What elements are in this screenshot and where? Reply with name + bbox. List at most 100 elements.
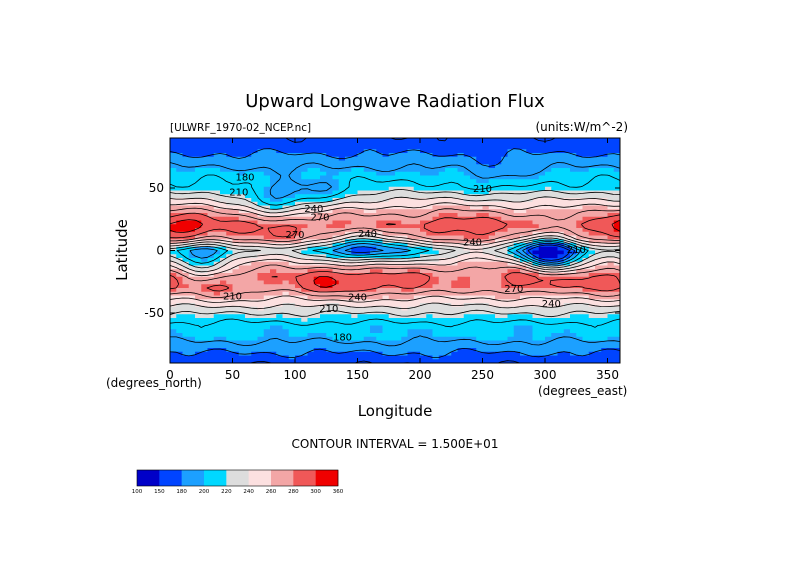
heat-cell: [470, 258, 477, 263]
heat-cell: [588, 295, 596, 300]
heat-cell: [576, 336, 583, 341]
heat-cell: [176, 284, 183, 289]
heat-cell: [451, 299, 458, 304]
heat-cell: [438, 198, 446, 203]
heat-cell: [563, 149, 571, 154]
heat-cell: [420, 355, 427, 360]
heat-cell: [563, 291, 571, 296]
heat-cell: [320, 273, 327, 278]
heat-cell: [551, 164, 558, 169]
heat-cell: [482, 175, 490, 180]
heat-cell: [551, 209, 558, 214]
heat-cell: [288, 190, 296, 195]
heat-cell: [457, 224, 465, 229]
heat-cell: [382, 273, 390, 278]
heat-cell: [463, 190, 471, 195]
heat-cell: [226, 276, 233, 281]
heat-cell: [532, 153, 540, 158]
heat-cell: [332, 164, 340, 169]
heat-cell: [557, 201, 565, 206]
heat-cell: [363, 228, 371, 233]
heat-cell: [582, 351, 590, 356]
heat-cell: [376, 141, 383, 146]
colorbar-level-label: 220: [221, 489, 232, 495]
heat-cell: [332, 340, 340, 345]
heat-cell: [388, 265, 396, 270]
heat-cell: [463, 336, 471, 341]
heat-cell: [326, 340, 333, 345]
heat-cell: [401, 239, 408, 244]
heat-cell: [276, 160, 283, 165]
heat-cell: [457, 325, 465, 330]
heat-cell: [176, 164, 183, 169]
heat-cell: [520, 325, 527, 330]
heat-cell: [357, 216, 365, 221]
heat-cell: [407, 314, 415, 319]
heat-cell: [420, 168, 427, 173]
heat-cell: [232, 351, 240, 356]
heat-cell: [595, 254, 602, 259]
heat-cell: [607, 344, 615, 349]
heat-cell: [332, 288, 340, 293]
heat-cell: [307, 254, 315, 259]
heat-cell: [226, 325, 233, 330]
heat-cell: [195, 344, 202, 349]
heat-cell: [295, 190, 302, 195]
heat-cell: [170, 329, 177, 334]
heat-cell: [320, 198, 327, 203]
heat-cell: [370, 145, 377, 150]
heat-cell: [282, 336, 290, 341]
heat-cell: [332, 306, 340, 311]
heat-cell: [457, 156, 465, 161]
heat-cell: [495, 194, 502, 199]
heat-cell: [238, 299, 246, 304]
heat-cell: [495, 183, 502, 188]
heat-cell: [220, 216, 227, 221]
heat-cell: [282, 250, 290, 255]
heat-cell: [251, 291, 258, 296]
heat-cell: [451, 205, 458, 210]
heat-cell: [588, 273, 596, 278]
heat-cell: [363, 355, 371, 360]
heat-cell: [526, 258, 533, 263]
heat-cell: [495, 205, 502, 210]
heat-cell: [395, 318, 402, 323]
heat-cell: [445, 179, 452, 184]
heat-cell: [382, 276, 390, 281]
heat-cell: [613, 355, 621, 360]
heat-cell: [257, 321, 265, 326]
heat-cell: [507, 295, 515, 300]
heat-cell: [363, 333, 371, 338]
heat-cell: [213, 254, 221, 259]
heat-cell: [376, 216, 383, 221]
heat-cell: [170, 325, 177, 330]
heat-cell: [588, 156, 596, 161]
heat-cell: [520, 220, 527, 225]
heat-cell: [607, 179, 615, 184]
heat-cell: [238, 168, 246, 173]
heat-cell: [538, 239, 546, 244]
heat-cell: [451, 231, 458, 236]
heat-cell: [438, 306, 446, 311]
heat-cell: [351, 284, 358, 289]
heat-cell: [482, 149, 490, 154]
heat-cell: [326, 273, 333, 278]
heat-cell: [413, 168, 421, 173]
heat-cell: [313, 310, 321, 315]
heat-cell: [526, 306, 533, 311]
heat-cell: [263, 314, 271, 319]
heat-cell: [457, 340, 465, 345]
heat-cell: [557, 355, 565, 360]
heat-cell: [238, 329, 246, 334]
heat-cell: [520, 138, 527, 143]
heat-cell: [338, 291, 346, 296]
heat-cell: [613, 321, 621, 326]
heat-cell: [288, 145, 296, 150]
heat-cell: [313, 190, 321, 195]
heat-cell: [607, 355, 615, 360]
heat-cell: [201, 216, 208, 221]
heat-cell: [320, 149, 327, 154]
heat-cell: [270, 205, 277, 210]
heat-cell: [451, 340, 458, 345]
heat-cell: [513, 179, 521, 184]
